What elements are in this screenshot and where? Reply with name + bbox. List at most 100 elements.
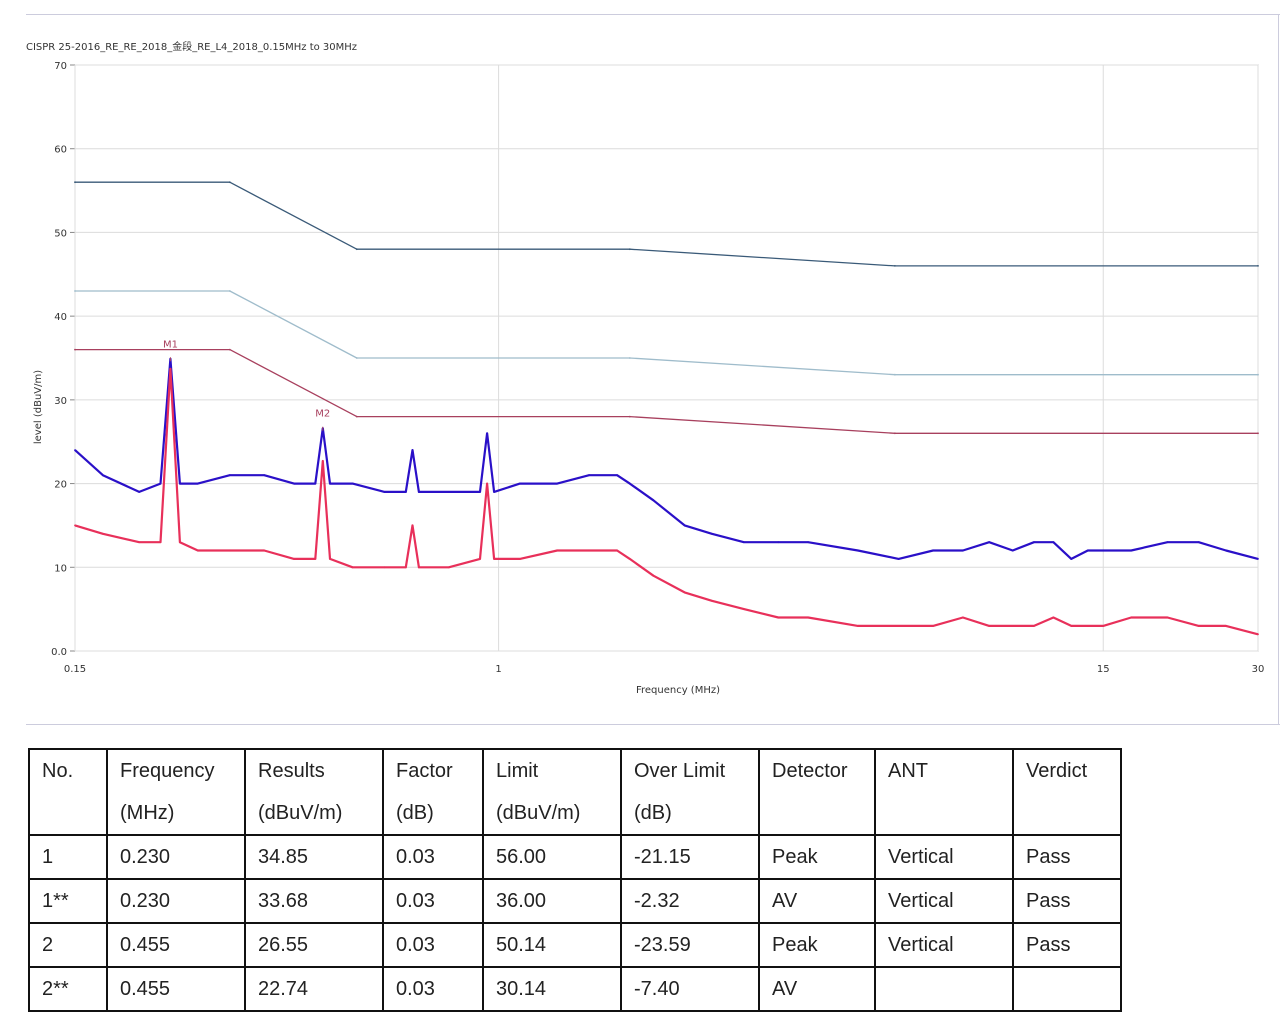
y-axis-label: level (dBuV/m) <box>33 370 44 444</box>
series-point <box>897 625 900 627</box>
header-unit: (dBuV/m) <box>496 802 581 824</box>
header-unit <box>772 792 862 834</box>
series-point <box>588 474 590 477</box>
series-point <box>159 541 162 544</box>
series-point <box>74 290 76 292</box>
series-point <box>329 482 331 485</box>
series-point <box>355 248 358 251</box>
table-cell: 50.14 <box>482 922 622 968</box>
series-point <box>807 541 809 544</box>
table-cell: Pass <box>1012 878 1122 924</box>
series-point <box>493 491 495 493</box>
series-point <box>383 491 386 493</box>
table-cell: Peak <box>758 834 876 880</box>
series-point <box>196 549 199 552</box>
series-point <box>897 558 900 560</box>
y-tick-label: 40 <box>54 312 67 323</box>
series-point <box>138 491 141 493</box>
header-unit: (dB) <box>396 802 434 824</box>
series-point <box>519 558 521 560</box>
series-point <box>314 482 317 485</box>
table-cell: 22.74 <box>244 966 384 1012</box>
series-point <box>519 482 521 485</box>
table-cell: 0.230 <box>106 878 246 924</box>
table-cell: Pass <box>1012 834 1122 880</box>
series-point <box>962 549 964 552</box>
header-label: Frequency <box>120 760 215 782</box>
series-point <box>228 348 231 351</box>
table-header-cell: Limit (dBuV/m) <box>482 748 622 836</box>
table-cell: -2.32 <box>620 878 760 924</box>
table-body: 1 0.230 34.85 0.03 56.00 -21.15 Peak Vertical Pa… <box>28 834 1122 1012</box>
series-point <box>447 491 450 493</box>
x-tick-label: 15 <box>1097 664 1110 675</box>
series-point <box>1166 616 1169 619</box>
table-cell: 0.230 <box>106 834 246 880</box>
table-cell: Vertical <box>874 834 1014 880</box>
series-point <box>1257 432 1259 435</box>
series-point <box>556 482 559 485</box>
series-point <box>74 348 76 351</box>
series-point <box>711 532 713 535</box>
section-divider <box>26 724 1280 725</box>
series-point <box>628 415 631 418</box>
series-point <box>138 541 141 544</box>
series-point <box>1225 625 1227 627</box>
series-point <box>652 499 655 502</box>
series-point <box>1011 549 1014 552</box>
series-point <box>418 566 420 569</box>
series-point <box>1086 625 1089 627</box>
table-cell: Vertical <box>874 922 1014 968</box>
limit-line <box>75 181 1258 267</box>
plot-frame <box>74 64 1259 652</box>
x-tick-labels: 0.15 1 15 30 <box>64 664 1265 675</box>
series-point <box>1130 616 1133 619</box>
series-point <box>404 491 407 493</box>
series-point <box>1130 549 1133 552</box>
table-cell: -23.59 <box>620 922 760 968</box>
series-point <box>628 558 631 560</box>
header-unit <box>42 792 94 834</box>
series-point <box>351 566 354 569</box>
marker-layer: M1 M2 <box>163 339 330 431</box>
series-point <box>616 549 618 552</box>
series-point <box>556 549 559 552</box>
series-point <box>418 491 420 493</box>
series-point <box>711 599 713 602</box>
series-point <box>411 449 414 451</box>
header-label: Factor <box>396 760 453 782</box>
series-point <box>857 625 859 627</box>
series-point <box>196 482 199 485</box>
y-tick-label: 20 <box>54 480 67 491</box>
series-point <box>314 558 317 560</box>
frame-top-rule <box>26 14 1280 15</box>
series-point <box>683 591 686 594</box>
table-row: 2** 0.455 22.74 0.03 30.14 -7.40 AV <box>28 966 1122 1012</box>
table-cell <box>1012 966 1122 1012</box>
table-row: 1** 0.230 33.68 0.03 36.00 -2.32 AV Vertical Pas… <box>28 878 1122 924</box>
table-cell: -21.15 <box>620 834 760 880</box>
emission-chart: CISPR 25-2016_RE_RE_2018_金段_RE_L4_2018_0… <box>26 40 1265 696</box>
series-point <box>628 248 631 251</box>
header-unit: (dBuV/m) <box>258 802 343 824</box>
header-label: No. <box>42 760 74 782</box>
table-cell: 0.455 <box>106 966 246 1012</box>
series-point <box>179 541 181 544</box>
y-tick-label: 10 <box>54 563 67 574</box>
series-point <box>411 524 414 527</box>
series-point <box>355 357 358 359</box>
table-row: 1 0.230 34.85 0.03 56.00 -21.15 Peak Vertical Pa… <box>28 834 1122 880</box>
marker-label: M2 <box>315 409 330 420</box>
table-cell: Peak <box>758 922 876 968</box>
series-point <box>404 566 407 569</box>
series-point <box>1257 633 1259 636</box>
table-cell: Pass <box>1012 922 1122 968</box>
series-point <box>293 558 295 560</box>
series-point <box>1033 541 1035 544</box>
table-cell: 33.68 <box>244 878 384 924</box>
series-point <box>169 368 172 370</box>
series-point <box>228 474 231 477</box>
table-cell: 34.85 <box>244 834 384 880</box>
series-point <box>988 625 991 627</box>
series-point <box>486 482 488 485</box>
